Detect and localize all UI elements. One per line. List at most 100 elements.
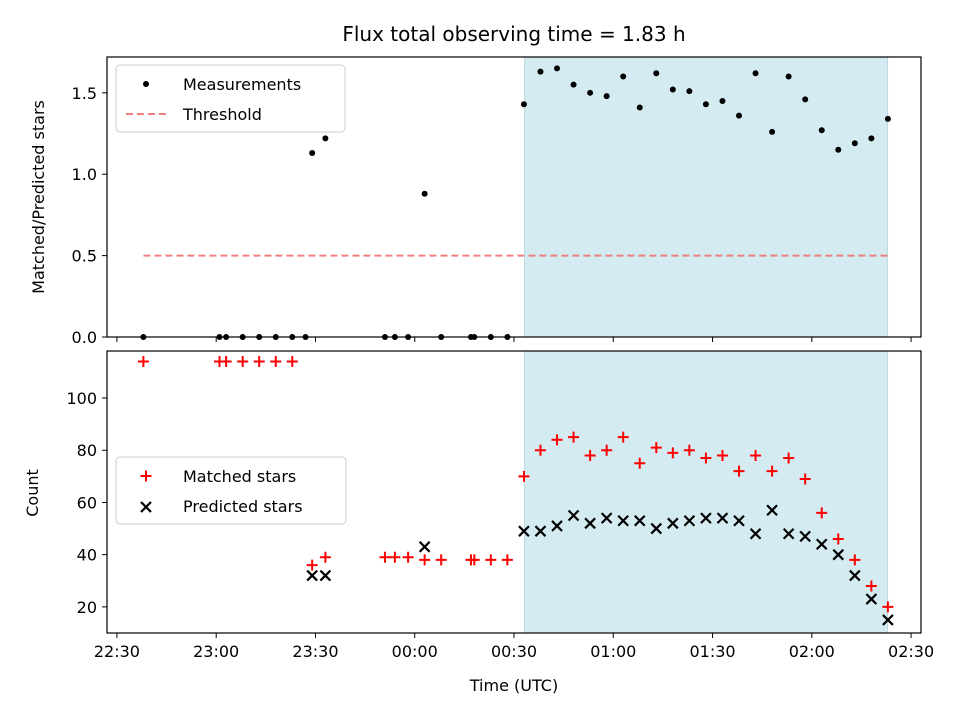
measurement-point: [802, 96, 809, 103]
ratio-legend: [115, 64, 346, 133]
legend-matched-marker: [140, 470, 152, 482]
legend-predicted-label: Predicted stars: [183, 497, 303, 516]
counts-legend: [115, 456, 347, 525]
matched-star-point: [319, 551, 331, 563]
measurement-point: [603, 93, 610, 100]
predicted-star-point: [518, 525, 530, 537]
x-tick-label: 00:00: [392, 642, 438, 661]
measurement-point: [868, 135, 875, 142]
measurement-point: [736, 112, 743, 119]
measurement-point: [851, 140, 858, 147]
legend-measurements-label: Measurements: [183, 75, 301, 94]
matched-star-point: [617, 431, 629, 443]
matched-star-point: [849, 554, 861, 566]
counts-y-tick-label: 100: [66, 389, 97, 408]
matched-star-point: [716, 449, 728, 461]
matched-star-point: [783, 452, 795, 464]
matched-star-point: [667, 447, 679, 459]
measurement-point: [835, 146, 842, 153]
matched-star-point: [750, 449, 762, 461]
legend-measurement-marker: [143, 81, 149, 87]
matched-star-point: [816, 507, 828, 519]
predicted-star-point: [700, 512, 712, 524]
matched-star-point: [270, 355, 282, 367]
predicted-star-point: [584, 517, 596, 530]
predicted-star-point: [865, 593, 878, 605]
matched-star-point: [551, 434, 563, 446]
predicted-star-point: [667, 517, 679, 530]
measurement-point: [421, 190, 428, 197]
matched-star-point: [568, 431, 580, 443]
matched-star-point: [601, 444, 613, 456]
x-tick-label: 01:30: [689, 642, 735, 661]
ratio-y-axis-label: Matched/Predicted stars: [29, 100, 48, 294]
matched-star-point: [468, 554, 480, 566]
matched-star-point: [865, 580, 877, 592]
x-tick-label: 23:30: [292, 642, 338, 661]
x-tick-label: 02:00: [789, 642, 835, 661]
matched-star-point: [518, 470, 530, 482]
measurement-point: [719, 97, 726, 104]
predicted-star-point: [749, 528, 762, 540]
measurement-point: [570, 81, 577, 88]
matched-star-point: [435, 554, 447, 566]
measurement-point: [785, 73, 792, 80]
counts-panel: 22:30 23:00 23:30 00:00 00:30 01:00 01:30 02:00…: [23, 350, 934, 661]
predicted-star-point: [650, 522, 663, 535]
ratio-y-tick-label: 0.0: [72, 328, 97, 347]
predicted-star-point: [600, 512, 613, 524]
observing-window-span: [524, 350, 889, 634]
chart-title: Flux total observing time = 1.83 h: [342, 22, 685, 46]
measurement-point: [769, 128, 776, 135]
counts-y-axis-label: Count: [23, 469, 42, 517]
measurement-point: [702, 101, 709, 108]
counts-y-tick-label: 60: [77, 493, 97, 512]
predicted-star-point: [534, 525, 547, 537]
ratio-y-tick-label: 1.5: [72, 84, 97, 103]
ratio-y-tick-label: 1.0: [72, 165, 97, 184]
observing-window-span: [524, 56, 889, 338]
predicted-star-point: [782, 528, 795, 540]
matched-star-point: [634, 457, 646, 469]
x-tick-label: 01:00: [590, 642, 636, 661]
matched-star-point: [650, 442, 662, 454]
predicted-star-point: [815, 538, 828, 550]
predicted-star-point: [319, 569, 332, 582]
predicted-star-point: [766, 504, 778, 517]
predicted-star-point: [633, 514, 646, 527]
matched-star-point: [683, 444, 695, 456]
matched-star-point: [253, 355, 265, 367]
legend-predicted-marker: [140, 501, 152, 513]
matched-star-point: [237, 355, 249, 367]
predicted-star-point: [832, 548, 845, 561]
measurement-point: [752, 70, 759, 77]
matched-star-point: [534, 444, 546, 456]
matched-star-point: [419, 554, 431, 566]
ratio-y-tick-label: 0.5: [72, 247, 97, 266]
matched-star-point: [832, 533, 844, 545]
matched-star-point: [766, 465, 778, 477]
predicted-star-point: [551, 520, 563, 532]
measurement-point: [818, 127, 825, 134]
measurement-point: [537, 68, 544, 75]
matched-star-point: [286, 355, 298, 367]
measurement-point: [554, 65, 561, 72]
ratio-panel: 0.0 0.5 1.0 1.5 Measurements Threshold Match…: [29, 56, 922, 347]
legend-threshold-label: Threshold: [182, 105, 262, 124]
matched-star-point: [220, 355, 232, 367]
matched-star-point: [379, 551, 391, 563]
predicted-star-point: [733, 514, 745, 527]
counts-y-tick-label: 40: [77, 546, 97, 565]
x-tick-label: 22:30: [94, 642, 140, 661]
predicted-star-point: [882, 614, 894, 626]
matched-star-point: [485, 554, 497, 566]
predicted-star-point: [683, 514, 696, 527]
counts-y-tick-label: 80: [77, 441, 97, 460]
measurement-point: [520, 101, 527, 108]
predicted-star-point: [849, 569, 861, 582]
measurement-point: [620, 73, 627, 80]
predicted-star-point: [418, 541, 431, 553]
measurement-point: [653, 70, 660, 77]
predicted-star-point: [716, 512, 729, 524]
